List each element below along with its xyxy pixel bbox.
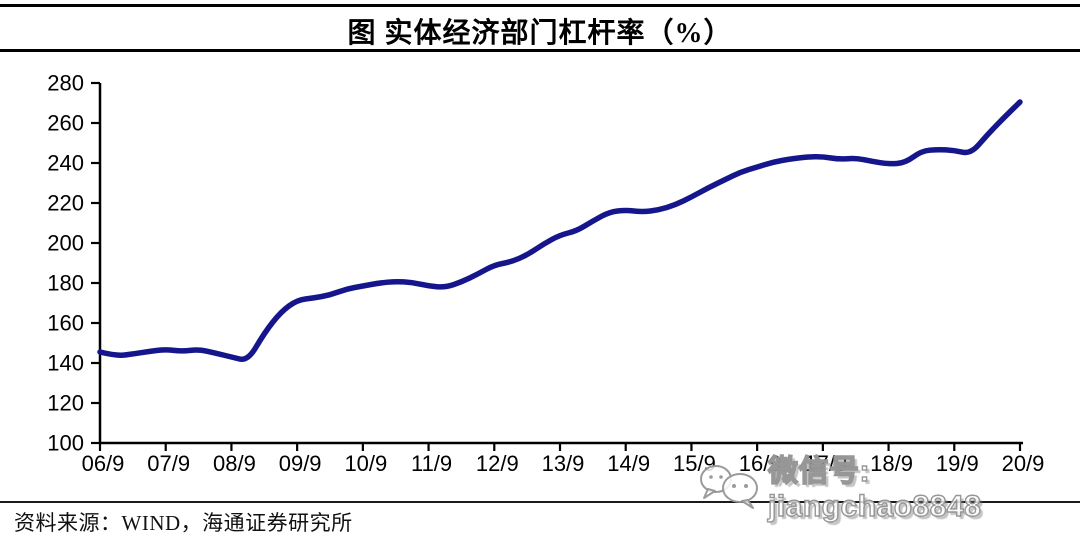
y-tick-label: 140 bbox=[47, 351, 84, 376]
title-underline-rule bbox=[0, 49, 1080, 52]
x-tick-label: 13/9 bbox=[542, 451, 585, 476]
source-note: 资料来源：WIND，海通证券研究所 bbox=[14, 511, 353, 535]
y-tick-label: 120 bbox=[47, 391, 84, 416]
y-tick-label: 260 bbox=[47, 111, 84, 136]
footer-rule bbox=[0, 501, 1080, 503]
y-tick-label: 100 bbox=[47, 431, 84, 456]
x-tick-label: 12/9 bbox=[476, 451, 519, 476]
y-tick-label: 200 bbox=[47, 231, 84, 256]
watermark-text: 微信号: jiangchao8848 bbox=[767, 454, 982, 523]
y-tick-label: 180 bbox=[47, 271, 84, 296]
x-tick-label: 18/9 bbox=[870, 451, 913, 476]
x-tick-label: 06/9 bbox=[82, 451, 125, 476]
x-tick-label: 08/9 bbox=[213, 451, 256, 476]
y-tick-label: 220 bbox=[47, 191, 84, 216]
x-tick-label: 07/9 bbox=[147, 451, 190, 476]
x-tick-label: 10/9 bbox=[344, 451, 387, 476]
top-border-rule bbox=[0, 4, 1080, 7]
leverage-ratio-line bbox=[97, 99, 1023, 362]
x-tick-label: 14/9 bbox=[607, 451, 650, 476]
x-tick-label: 11/9 bbox=[411, 451, 452, 476]
watermark: 微信号: jiangchao8848 bbox=[696, 454, 1080, 524]
y-tick-label: 240 bbox=[47, 151, 84, 176]
x-tick-label: 17/9 bbox=[804, 451, 847, 476]
wechat-icon bbox=[700, 465, 758, 509]
axis-lines bbox=[98, 83, 1023, 445]
y-tick-label: 160 bbox=[47, 311, 84, 336]
x-tick-label: 16/9 bbox=[739, 451, 782, 476]
x-tick-label: 09/9 bbox=[279, 451, 322, 476]
x-tick-label: 19/9 bbox=[936, 451, 979, 476]
figure-title: 图 实体经济部门杠杆率（%） bbox=[347, 18, 733, 49]
x-tick-label: 20/9 bbox=[1002, 451, 1045, 476]
y-tick-label: 280 bbox=[47, 71, 84, 96]
